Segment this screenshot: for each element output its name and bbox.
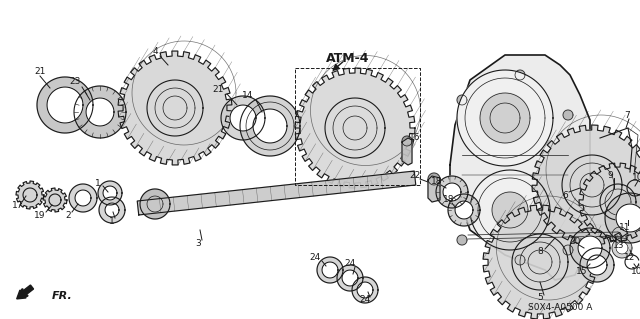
Text: 7: 7 bbox=[624, 110, 630, 120]
Text: 8: 8 bbox=[537, 248, 543, 256]
Text: 15: 15 bbox=[576, 268, 588, 277]
Polygon shape bbox=[570, 228, 610, 268]
Text: FR.: FR. bbox=[52, 291, 73, 301]
Polygon shape bbox=[563, 245, 573, 255]
Polygon shape bbox=[612, 238, 632, 258]
Text: 21: 21 bbox=[212, 85, 224, 94]
Polygon shape bbox=[605, 193, 640, 243]
Text: 21: 21 bbox=[35, 68, 45, 77]
Text: 17: 17 bbox=[12, 201, 24, 210]
Polygon shape bbox=[137, 171, 416, 215]
Polygon shape bbox=[43, 188, 67, 212]
Polygon shape bbox=[457, 70, 553, 166]
Polygon shape bbox=[103, 186, 117, 200]
Polygon shape bbox=[483, 205, 597, 319]
Polygon shape bbox=[140, 189, 170, 219]
Polygon shape bbox=[492, 192, 528, 228]
Polygon shape bbox=[448, 194, 480, 226]
Text: 6: 6 bbox=[562, 190, 568, 199]
Text: 2: 2 bbox=[65, 211, 71, 219]
Polygon shape bbox=[563, 110, 573, 120]
Text: 18: 18 bbox=[431, 177, 443, 187]
Text: 20: 20 bbox=[570, 238, 580, 247]
Polygon shape bbox=[118, 51, 232, 165]
Polygon shape bbox=[402, 138, 412, 165]
Polygon shape bbox=[580, 248, 614, 282]
Text: 19: 19 bbox=[35, 211, 45, 219]
Polygon shape bbox=[616, 242, 628, 254]
Text: 14: 14 bbox=[243, 92, 253, 100]
Polygon shape bbox=[612, 227, 628, 243]
Text: 4: 4 bbox=[152, 48, 158, 56]
Text: 16: 16 bbox=[409, 133, 420, 143]
Text: 1: 1 bbox=[109, 218, 115, 226]
Text: 12: 12 bbox=[624, 254, 636, 263]
Text: 10: 10 bbox=[632, 174, 640, 182]
Text: 22: 22 bbox=[410, 172, 420, 181]
Text: 18: 18 bbox=[444, 196, 455, 204]
Polygon shape bbox=[450, 55, 590, 280]
Polygon shape bbox=[69, 184, 97, 212]
Polygon shape bbox=[16, 181, 44, 209]
Polygon shape bbox=[457, 235, 467, 245]
Polygon shape bbox=[75, 190, 91, 206]
Polygon shape bbox=[470, 170, 550, 250]
Polygon shape bbox=[436, 176, 468, 208]
Text: 13: 13 bbox=[613, 241, 625, 250]
Polygon shape bbox=[587, 255, 607, 275]
Polygon shape bbox=[37, 77, 93, 133]
Text: 24: 24 bbox=[344, 259, 356, 269]
Polygon shape bbox=[47, 87, 83, 123]
Polygon shape bbox=[253, 109, 287, 143]
Text: 11: 11 bbox=[620, 224, 631, 233]
Polygon shape bbox=[480, 93, 530, 143]
Polygon shape bbox=[342, 270, 358, 286]
Polygon shape bbox=[352, 277, 378, 303]
Polygon shape bbox=[74, 86, 126, 138]
Text: 1: 1 bbox=[95, 179, 101, 188]
Polygon shape bbox=[455, 201, 473, 219]
Text: 5: 5 bbox=[537, 293, 543, 302]
Polygon shape bbox=[443, 183, 461, 201]
Polygon shape bbox=[428, 173, 440, 185]
Polygon shape bbox=[337, 265, 363, 291]
Text: 9: 9 bbox=[607, 170, 613, 180]
Polygon shape bbox=[402, 136, 412, 146]
Polygon shape bbox=[578, 236, 602, 260]
Polygon shape bbox=[99, 197, 125, 223]
Polygon shape bbox=[515, 70, 525, 80]
Text: 24: 24 bbox=[360, 295, 371, 305]
Polygon shape bbox=[240, 96, 300, 156]
Text: 24: 24 bbox=[309, 254, 321, 263]
Polygon shape bbox=[322, 262, 338, 278]
Polygon shape bbox=[428, 176, 440, 202]
Polygon shape bbox=[357, 282, 373, 298]
Polygon shape bbox=[457, 95, 467, 105]
Polygon shape bbox=[579, 163, 640, 241]
Text: ATM-4: ATM-4 bbox=[326, 51, 370, 64]
Text: 3: 3 bbox=[195, 239, 201, 248]
FancyArrow shape bbox=[17, 285, 33, 299]
Polygon shape bbox=[98, 181, 122, 205]
Polygon shape bbox=[230, 105, 256, 131]
Polygon shape bbox=[105, 203, 119, 217]
Polygon shape bbox=[616, 204, 640, 232]
Polygon shape bbox=[532, 125, 640, 245]
Text: 23: 23 bbox=[69, 78, 81, 86]
Text: S0X4-A0500 A: S0X4-A0500 A bbox=[528, 303, 592, 313]
Polygon shape bbox=[515, 255, 525, 265]
Polygon shape bbox=[221, 96, 265, 140]
Polygon shape bbox=[86, 98, 114, 126]
Polygon shape bbox=[295, 68, 415, 188]
Text: 10: 10 bbox=[631, 268, 640, 277]
Polygon shape bbox=[317, 257, 343, 283]
